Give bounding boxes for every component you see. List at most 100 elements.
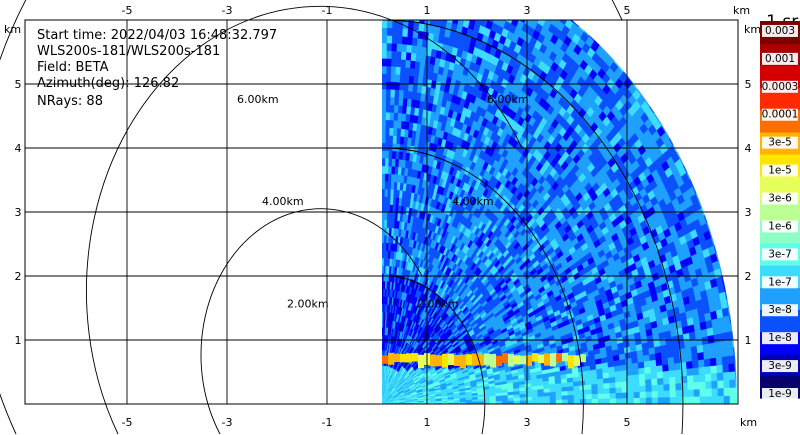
- scan-cell: [385, 127, 390, 136]
- scan-cell: [399, 74, 406, 83]
- scan-cell: [552, 0, 560, 10]
- scan-cell: [724, 289, 733, 301]
- scan-cell: [590, 374, 598, 381]
- scan-cell: [382, 111, 387, 121]
- scan-cell: [527, 0, 535, 2]
- scan-cell: [382, 157, 386, 167]
- scan-cell: [392, 27, 398, 37]
- scan-cell: [513, 0, 521, 3]
- scan-cell: [674, 362, 682, 371]
- scan-cell: [398, 5, 404, 13]
- scan-cell: [384, 181, 389, 190]
- scan-cell: [382, 119, 387, 128]
- scan-cell: [466, 4, 473, 13]
- scan-cell: [392, 135, 398, 144]
- scan-cell: [706, 327, 714, 337]
- scan-cell: [727, 305, 736, 316]
- scan-cell: [543, 3, 551, 14]
- scan-cell: [404, 67, 411, 76]
- scan-cell: [400, 66, 406, 76]
- scan-cell: [402, 105, 408, 115]
- scan-cell: [649, 353, 657, 362]
- scan-cell: [384, 219, 388, 228]
- scan-cell: [393, 112, 399, 121]
- scan-cell: [384, 188, 389, 198]
- scan-cell: [386, 50, 393, 59]
- scan-cell: [396, 35, 403, 45]
- scan-cell: [608, 371, 616, 379]
- scan-cell: [382, 104, 387, 113]
- scan-cell: [390, 89, 396, 98]
- scan-cell: [697, 359, 705, 368]
- scan-cell: [392, 127, 398, 137]
- scan-cell: [452, 20, 460, 25]
- scan-cell: [666, 350, 674, 359]
- scan-cell: [464, 20, 472, 22]
- scan-cell: [386, 42, 393, 52]
- scan-cell: [690, 345, 698, 355]
- scan-cell: [388, 165, 393, 175]
- scan-cell: [500, 20, 509, 22]
- scan-cell: [436, 20, 444, 21]
- scan-cell: [391, 43, 398, 52]
- scan-cell: [409, 67, 416, 77]
- scan-cell: [614, 370, 622, 378]
- scan-cell: [382, 250, 385, 259]
- scan-cell: [714, 341, 722, 351]
- scan-cell: [637, 361, 645, 369]
- scan-cell: [691, 360, 699, 369]
- scan-cell: [382, 211, 385, 220]
- scan-cell: [382, 73, 387, 82]
- scan-cell: [540, 20, 550, 21]
- scan-cell: [700, 328, 709, 338]
- scan-cell: [401, 51, 407, 61]
- scan-cell: [388, 0, 394, 5]
- scan-cell: [397, 27, 404, 37]
- scan-cell: [683, 339, 692, 349]
- scan-cell: [728, 313, 737, 324]
- scan-cell: [497, 1, 505, 11]
- scan-cell: [732, 346, 737, 356]
- scan-cell: [432, 2, 439, 11]
- scan-cell: [715, 349, 723, 359]
- scan-cell: [441, 20, 449, 22]
- scan-cell: [390, 96, 396, 106]
- scan-cell: [620, 370, 628, 377]
- scan-cell: [401, 36, 408, 45]
- scan-cell: [475, 0, 482, 1]
- scan-cell: [688, 331, 697, 341]
- scan-cell: [731, 330, 737, 340]
- scan-cell: [382, 27, 388, 36]
- scan-cell: [439, 0, 446, 5]
- scan-cell: [727, 347, 735, 357]
- scan-cell: [508, 7, 516, 17]
- scan-cell: [726, 297, 735, 308]
- scan-cell: [546, 0, 554, 6]
- scan-cell: [382, 65, 387, 75]
- scan-cell: [721, 356, 729, 366]
- scan-cell: [383, 234, 387, 244]
- scan-cell: [468, 0, 475, 6]
- scan-cell: [655, 358, 663, 367]
- scan-cell: [472, 6, 479, 16]
- scan-cell: [413, 21, 420, 31]
- scan-cell: [718, 324, 726, 335]
- scan-cell: [702, 343, 710, 353]
- scan-cell: [724, 323, 732, 333]
- scan-cell: [685, 361, 694, 370]
- scan-cell: [389, 135, 394, 144]
- scan-cell: [398, 97, 404, 106]
- scan-cell: [382, 134, 386, 144]
- scan-cell: [643, 360, 651, 369]
- scan-cell: [538, 0, 546, 9]
- scan-cell: [393, 104, 399, 114]
- scan-cell: [394, 96, 400, 106]
- scan-cell: [389, 127, 394, 136]
- scan-cell: [563, 8, 572, 19]
- scan-cell: [396, 43, 403, 52]
- scan-cell: [667, 356, 675, 365]
- scan-cell: [708, 342, 716, 352]
- scan-cell: [499, 0, 507, 4]
- scan-cell: [602, 367, 609, 374]
